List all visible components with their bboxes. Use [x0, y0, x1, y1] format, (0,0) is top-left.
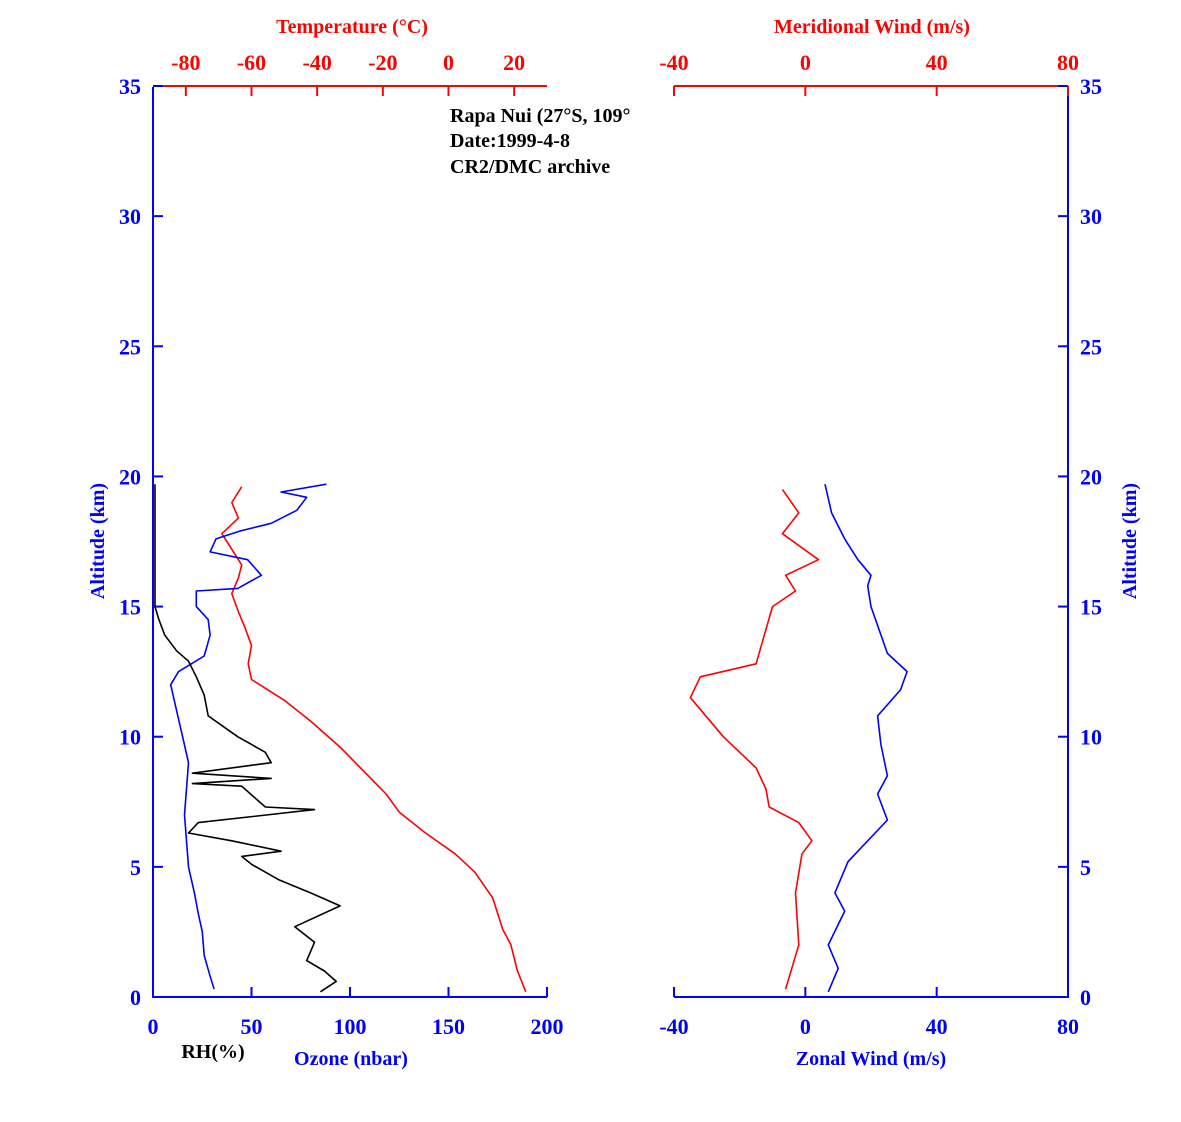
altitude-tick-label: 0 [1080, 985, 1091, 1010]
bottom-tick-label: 40 [926, 1014, 948, 1039]
meridional-wind-series-line [689, 488, 820, 990]
bottom-tick-label: 200 [531, 1014, 564, 1039]
bottom-tick-label: -40 [659, 1014, 688, 1039]
top-tick-label: 20 [503, 50, 525, 75]
temperature-series-line [221, 486, 527, 993]
bottom-tick-label: 80 [1057, 1014, 1079, 1039]
top-tick-label: -40 [303, 50, 332, 75]
archive-label: CR2/DMC archive [450, 156, 610, 178]
left-altitude-axis-title: Altitude (km) [87, 483, 109, 599]
right-panel-axes [674, 85, 1069, 998]
altitude-tick-label: 30 [1080, 204, 1102, 229]
ozone-axis-title: Ozone (nbar) [294, 1048, 408, 1070]
rh-axis-title: RH(%) [181, 1041, 244, 1063]
altitude-tick-label: 25 [1080, 334, 1102, 359]
altitude-tick-label: 20 [119, 464, 141, 489]
altitude-tick-label: 5 [130, 855, 141, 880]
ozone-series-line [169, 483, 327, 990]
series-layer [154, 483, 908, 993]
date-label: Date:1999-4-8 [450, 130, 570, 152]
top-tick-label: 0 [443, 50, 454, 75]
altitude-tick-label: 20 [1080, 464, 1102, 489]
altitude-tick-label: 15 [119, 595, 141, 620]
temperature-axis-title: Temperature (°C) [276, 16, 428, 38]
bottom-tick-label: 0 [148, 1014, 159, 1039]
top-tick-label: -60 [237, 50, 266, 75]
station-label: Rapa Nui (27°S, 109° [450, 105, 630, 127]
bottom-tick-label: 50 [241, 1014, 263, 1039]
altitude-tick-label: 10 [1080, 725, 1102, 750]
right-altitude-axis-title: Altitude (km) [1119, 483, 1141, 599]
altitude-tick-label: 35 [1080, 74, 1102, 99]
left-panel-axes [152, 85, 547, 998]
bottom-tick-label: 100 [334, 1014, 367, 1039]
bottom-tick-label: 150 [432, 1014, 465, 1039]
zonal-wind-axis-title: Zonal Wind (m/s) [796, 1048, 946, 1070]
rh-series-line [154, 484, 341, 993]
top-tick-label: 40 [926, 50, 948, 75]
altitude-tick-label: 30 [119, 204, 141, 229]
top-tick-label: -80 [171, 50, 200, 75]
top-tick-label: 0 [800, 50, 811, 75]
altitude-tick-label: 0 [130, 985, 141, 1010]
altitude-tick-label: 10 [119, 725, 141, 750]
altitude-tick-label: 35 [119, 74, 141, 99]
altitude-tick-label: 25 [119, 334, 141, 359]
meridional-wind-axis-title: Meridional Wind (m/s) [774, 16, 970, 38]
top-tick-label: -20 [368, 50, 397, 75]
bottom-tick-label: 0 [800, 1014, 811, 1039]
altitude-tick-label: 15 [1080, 595, 1102, 620]
altitude-tick-label: 5 [1080, 855, 1091, 880]
top-tick-label: -40 [659, 50, 688, 75]
top-tick-label: 80 [1057, 50, 1079, 75]
zonal-wind-series-line [824, 484, 908, 993]
